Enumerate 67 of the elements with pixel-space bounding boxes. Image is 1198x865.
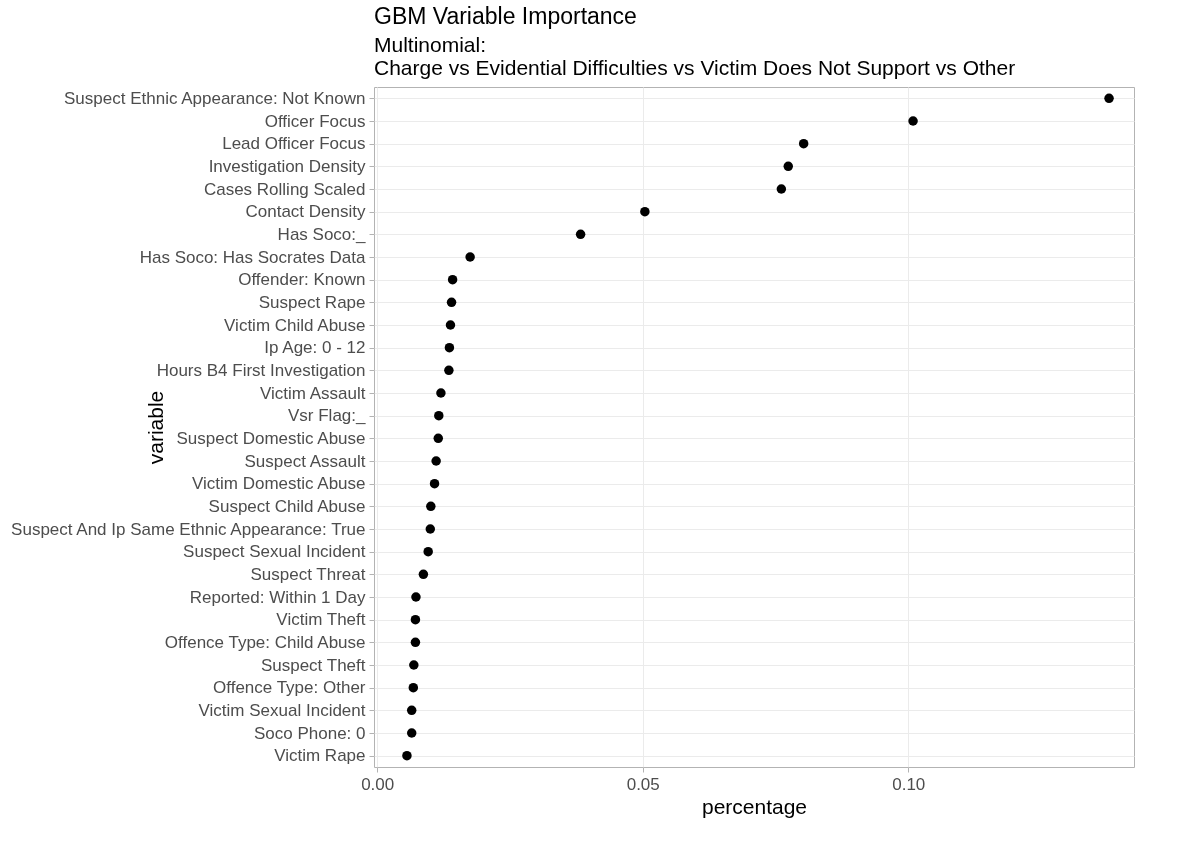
- point: [640, 206, 650, 217]
- y-tick-label: Offence Type: Other: [213, 678, 366, 698]
- chart-subtitle: Multinomial: Charge vs Evidential Difficulties vs Victim Does Not Support vs Other: [374, 33, 1016, 79]
- y-tick-label: Hours B4 First Investigation: [156, 360, 366, 380]
- y-tick-label: Victim Sexual Incident: [198, 700, 366, 720]
- point: [798, 138, 809, 149]
- x-tick-label: 0.00: [361, 774, 395, 794]
- y-tick-label: Has Soco: Has Socrates Data: [139, 247, 367, 267]
- y-tick-label: Ip Age: 0 - 12: [264, 338, 366, 358]
- y-tick-label: Suspect And Ip Same Ethnic Appearance: True: [11, 519, 366, 539]
- point: [434, 410, 444, 421]
- y-tick-label: Has Soco:_: [277, 224, 367, 244]
- point: [409, 660, 419, 670]
- y-tick-label: Cases Rolling Scaled: [203, 179, 366, 199]
- y-axis-title: variable: [143, 390, 167, 465]
- chart-title: GBM Variable Importance: [374, 3, 637, 29]
- y-tick-label: Victim Child Abuse: [224, 315, 366, 335]
- y-tick-label: Investigation Density: [208, 156, 366, 176]
- y-tick-label: Offence Type: Child Abuse: [164, 632, 366, 652]
- point: [406, 705, 417, 716]
- x-tick-label: 0.05: [626, 774, 660, 794]
- point: [445, 320, 456, 330]
- point: [429, 478, 440, 489]
- point: [575, 229, 586, 240]
- point: [426, 501, 436, 512]
- point: [418, 569, 429, 580]
- point: [431, 456, 441, 466]
- y-tick-label: Suspect Assault: [244, 451, 366, 471]
- y-tick-label: Vsr Flag:_: [288, 406, 367, 426]
- y-tick-label: Offender: Known: [238, 270, 366, 290]
- x-axis-title: percentage: [701, 794, 808, 818]
- point: [908, 116, 918, 126]
- point: [465, 252, 475, 262]
- point: [783, 161, 793, 172]
- point: [433, 433, 444, 444]
- y-tick-label: Suspect Theft: [260, 655, 366, 675]
- y-tick-label: Suspect Threat: [250, 564, 366, 584]
- point: [436, 388, 446, 398]
- point: [776, 184, 787, 194]
- y-tick-label: Lead Officer Focus: [222, 134, 366, 154]
- y-tick-label: Victim Theft: [276, 610, 366, 630]
- y-tick-label: Soco Phone: 0: [253, 723, 366, 743]
- point: [402, 750, 412, 761]
- point: [423, 546, 433, 557]
- y-tick-label: Suspect Sexual Incident: [183, 542, 366, 562]
- point: [446, 297, 457, 308]
- y-tick-label: Suspect Rape: [258, 292, 366, 312]
- y-tick-label: Suspect Ethnic Appearance: Not Known: [64, 88, 366, 108]
- point: [444, 342, 455, 353]
- y-tick-label: Contact Density: [245, 202, 366, 222]
- y-tick-label: Victim Assault: [259, 383, 366, 403]
- point: [408, 682, 419, 693]
- point: [411, 592, 421, 602]
- y-tick-label: Victim Rape: [274, 746, 366, 766]
- point: [406, 728, 417, 738]
- point: [444, 365, 454, 376]
- y-tick-label: Reported: Within 1 Day: [189, 587, 366, 607]
- point: [447, 274, 458, 285]
- x-tick-label: 0.10: [892, 774, 926, 794]
- point: [410, 637, 421, 648]
- y-tick-label: Suspect Domestic Abuse: [176, 428, 366, 448]
- point: [1104, 93, 1114, 104]
- y-tick-label: Suspect Child Abuse: [208, 496, 366, 516]
- y-tick-label: Officer Focus: [264, 111, 366, 131]
- point: [410, 614, 421, 625]
- point: [425, 524, 436, 534]
- y-tick-label: Victim Domestic Abuse: [191, 474, 366, 494]
